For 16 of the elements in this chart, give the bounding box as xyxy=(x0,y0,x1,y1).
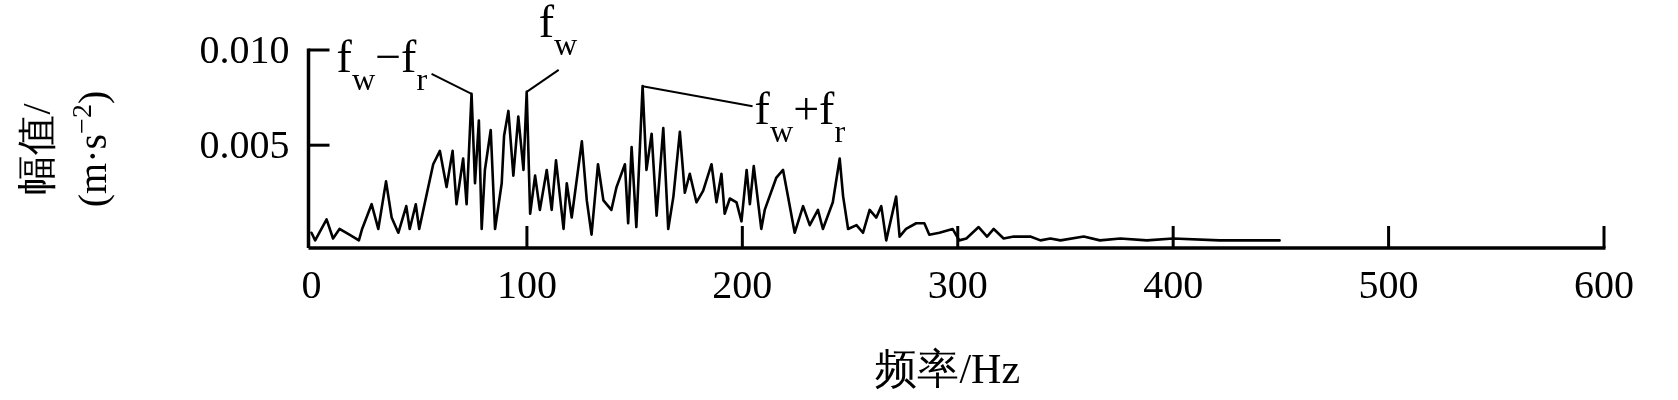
x-tick-label: 300 xyxy=(927,262,988,307)
x-tick-label: 400 xyxy=(1143,262,1204,307)
annotation: f$_{w}$ xyxy=(525,0,578,93)
annotation: f$_{w}$−f$_{r}$ xyxy=(336,30,473,97)
x-tick-label: 0 xyxy=(301,262,322,307)
annotation: f$_{w}$+f$_{r}$ xyxy=(641,83,846,150)
x-tick-label: 100 xyxy=(496,262,557,307)
annotation: f$_{w}$−f$_{r}$ xyxy=(336,30,428,97)
annotation: f$_{w}$+f$_{r}$ xyxy=(754,83,846,150)
x-axis-title: 频率/Hz xyxy=(875,346,1021,392)
annotation: f$_{w}$ xyxy=(538,0,579,62)
x-tick-label: 600 xyxy=(1574,262,1634,307)
y-tick-label: 0.005 xyxy=(199,122,290,168)
x-tick-label: 500 xyxy=(1358,262,1419,307)
y-tick-label: 0.010 xyxy=(199,27,290,72)
x-tick-label: 200 xyxy=(712,262,773,307)
